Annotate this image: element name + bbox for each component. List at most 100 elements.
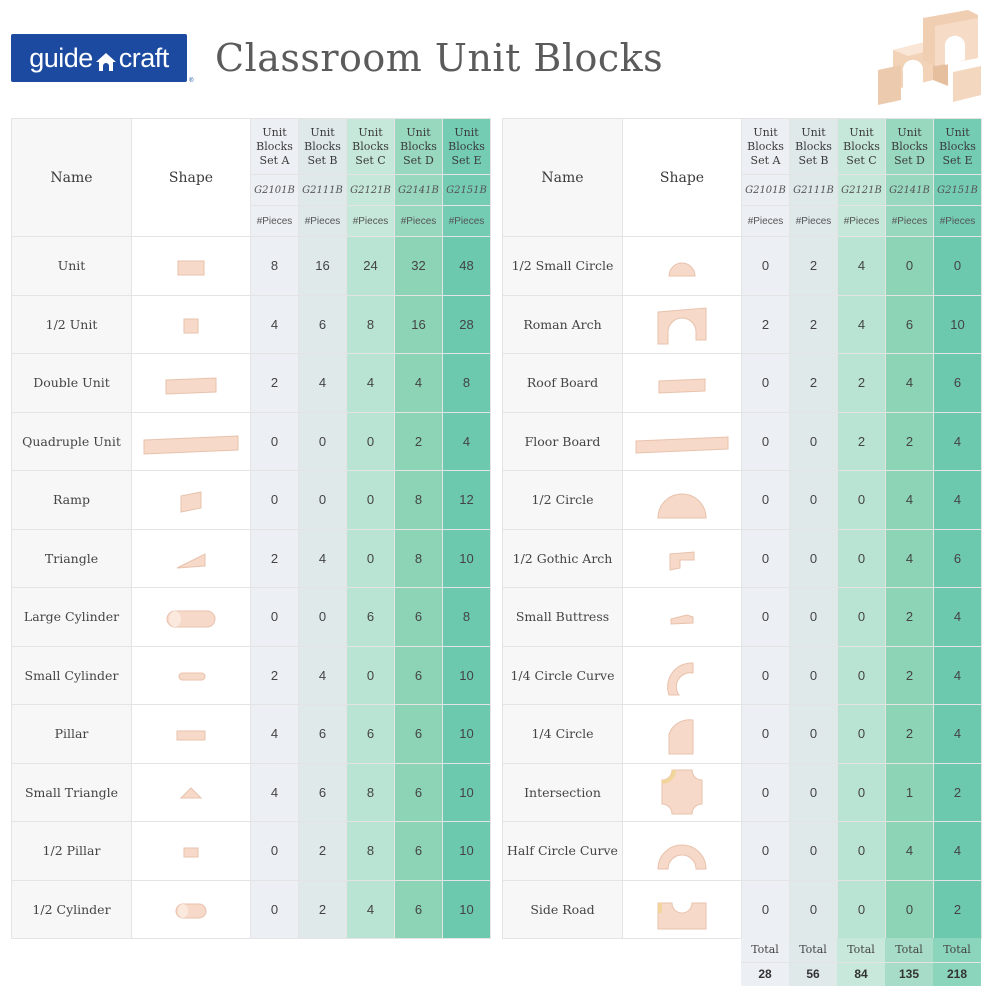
half-circle-curve-block-icon <box>624 823 741 879</box>
block-name: Ramp <box>11 470 132 530</box>
table-row: Floor Board 0 0 2 2 4 <box>502 411 982 471</box>
small-triangle-block-icon <box>133 764 250 820</box>
pieces-set-a: 0 <box>741 528 790 588</box>
unit-block-icon <box>133 238 250 294</box>
table-row: Double Unit 2 4 4 4 8 <box>11 353 491 413</box>
block-shape-cell <box>622 587 742 647</box>
pieces-set-d: 6 <box>394 645 443 705</box>
header-pieces-b: #Pieces <box>789 205 838 237</box>
half-pillar-block-icon <box>133 823 250 879</box>
pieces-set-e: 10 <box>442 704 491 764</box>
block-name: Side Road <box>502 879 623 939</box>
pieces-set-e: 4 <box>933 470 982 530</box>
header-set-b: Unit Blocks Set B <box>789 118 838 175</box>
total-value-a: 28 <box>741 962 789 986</box>
table-row: Roman Arch 2 2 4 6 10 <box>502 294 982 354</box>
pieces-set-a: 0 <box>250 470 299 530</box>
pieces-set-e: 10 <box>442 879 491 939</box>
total-value-d: 135 <box>885 962 933 986</box>
pieces-set-d: 6 <box>394 821 443 881</box>
block-shape-cell <box>131 353 251 413</box>
floor-board-block-icon <box>624 413 741 469</box>
roman-arch-block-icon <box>624 296 741 352</box>
table-row: Large Cylinder 0 0 6 6 8 <box>11 587 491 647</box>
pieces-set-a: 0 <box>741 353 790 413</box>
pieces-set-c: 6 <box>346 704 395 764</box>
pieces-set-c: 0 <box>837 528 886 588</box>
total-label-a: Total <box>741 938 789 963</box>
total-value-b: 56 <box>789 962 837 986</box>
pieces-set-e: 4 <box>933 821 982 881</box>
block-shape-cell <box>622 704 742 764</box>
pieces-set-b: 0 <box>789 411 838 471</box>
half-circle-block-icon <box>624 472 741 528</box>
header-set-d: Unit Blocks Set D <box>394 118 443 175</box>
pieces-set-d: 6 <box>394 762 443 822</box>
header-pieces-d: #Pieces <box>394 205 443 237</box>
pieces-set-c: 0 <box>346 528 395 588</box>
pieces-set-e: 10 <box>442 821 491 881</box>
totals-table: Total Total Total Total Total 28 56 84 1… <box>741 938 981 986</box>
pieces-set-a: 0 <box>741 236 790 296</box>
pieces-set-d: 2 <box>885 587 934 647</box>
pieces-set-b: 6 <box>298 704 347 764</box>
header-set-c: Unit Blocks Set C <box>346 118 395 175</box>
pieces-set-a: 0 <box>741 762 790 822</box>
block-shape-cell <box>131 587 251 647</box>
pieces-set-a: 4 <box>250 294 299 354</box>
pieces-set-b: 0 <box>298 587 347 647</box>
pieces-set-c: 0 <box>837 821 886 881</box>
header-set-d: Unit Blocks Set D <box>885 118 934 175</box>
header-set-c: Unit Blocks Set C <box>837 118 886 175</box>
pieces-set-b: 0 <box>298 411 347 471</box>
header-code-d: G2141B <box>394 174 443 206</box>
table-row: Pillar 4 6 6 6 10 <box>11 704 491 764</box>
pieces-set-c: 4 <box>837 236 886 296</box>
block-name: Double Unit <box>11 353 132 413</box>
quarter-circle-block-icon <box>624 706 741 762</box>
header-pieces-a: #Pieces <box>250 205 299 237</box>
total-label-c: Total <box>837 938 885 963</box>
table-row: Triangle 2 4 0 8 10 <box>11 528 491 588</box>
pieces-set-d: 6 <box>394 704 443 764</box>
block-shape-cell <box>131 411 251 471</box>
pieces-set-b: 4 <box>298 645 347 705</box>
half-unit-block-icon <box>133 296 250 352</box>
table-row: Unit 8 16 24 32 48 <box>11 236 491 296</box>
pieces-set-e: 4 <box>933 587 982 647</box>
block-name: 1/4 Circle Curve <box>502 645 623 705</box>
table-row: Intersection 0 0 0 1 2 <box>502 762 982 822</box>
header-code-e: G2151B <box>933 174 982 206</box>
total-label-b: Total <box>789 938 837 963</box>
block-name: Floor Board <box>502 411 623 471</box>
block-shape-cell <box>622 353 742 413</box>
block-shape-cell <box>131 236 251 296</box>
pieces-set-b: 0 <box>789 762 838 822</box>
total-value-e: 218 <box>933 962 981 986</box>
block-shape-cell <box>622 236 742 296</box>
header-code-b: G2111B <box>789 174 838 206</box>
table-row: Roof Board 0 2 2 4 6 <box>502 353 982 413</box>
pieces-set-c: 4 <box>837 294 886 354</box>
block-name: Small Cylinder <box>11 645 132 705</box>
table-row: Small Cylinder 2 4 0 6 10 <box>11 645 491 705</box>
pieces-set-c: 0 <box>837 645 886 705</box>
pieces-set-b: 0 <box>789 645 838 705</box>
pieces-set-e: 8 <box>442 587 491 647</box>
pieces-set-e: 10 <box>442 645 491 705</box>
block-shape-cell <box>131 645 251 705</box>
guidecraft-logo[interactable]: guide craft ® <box>11 34 193 84</box>
page-header: guide craft ® Classroom Unit Blocks <box>0 0 1000 118</box>
header-set-b: Unit Blocks Set B <box>298 118 347 175</box>
block-name: Pillar <box>11 704 132 764</box>
pieces-set-c: 2 <box>837 353 886 413</box>
table-row: 1/4 Circle Curve 0 0 0 2 4 <box>502 645 982 705</box>
block-name: Triangle <box>11 528 132 588</box>
roof-board-block-icon <box>624 355 741 411</box>
pieces-set-d: 4 <box>885 528 934 588</box>
block-name: Quadruple Unit <box>11 411 132 471</box>
pieces-set-a: 2 <box>250 528 299 588</box>
block-name: Small Triangle <box>11 762 132 822</box>
pieces-set-d: 2 <box>885 645 934 705</box>
pieces-set-c: 8 <box>346 762 395 822</box>
